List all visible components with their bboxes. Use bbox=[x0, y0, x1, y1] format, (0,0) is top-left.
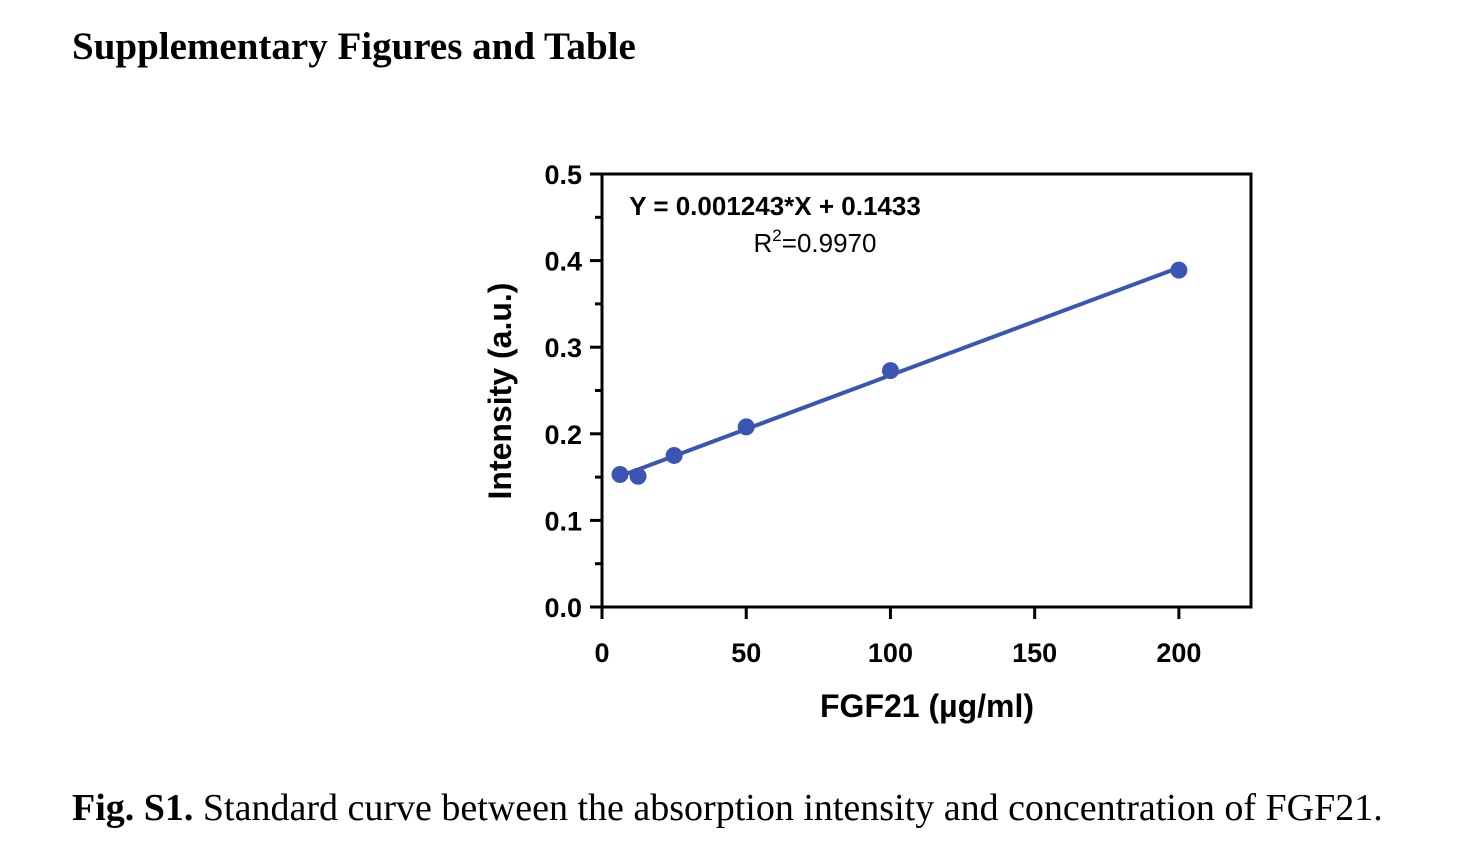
axes-layer bbox=[600, 172, 1253, 609]
y-axis-label: Intensity (a.u.) bbox=[482, 283, 518, 500]
y-tick-label: 0.3 bbox=[544, 333, 582, 363]
data-point bbox=[665, 446, 683, 464]
caption-label: Fig. S1. bbox=[72, 787, 194, 829]
ticks-layer: 0.0 0.1 0.2 0.3 0.4 0.5 0 50 100 150 200 bbox=[544, 160, 1201, 668]
y-tick-label: 0.2 bbox=[544, 420, 582, 450]
r2-value: =0.9970 bbox=[782, 228, 877, 258]
y-tick-label: 0.5 bbox=[544, 160, 582, 190]
data-point bbox=[737, 418, 755, 436]
data-point bbox=[629, 467, 647, 485]
plot-frame bbox=[600, 172, 1253, 609]
fit-equation: Y = 0.001243*X + 0.1433 bbox=[629, 191, 921, 221]
regression-line bbox=[618, 265, 1181, 479]
x-tick-label: 150 bbox=[1012, 638, 1057, 668]
x-tick-label: 50 bbox=[731, 638, 761, 668]
x-axis-label: FGF21 (µg/ml) bbox=[820, 688, 1034, 724]
fit-layer bbox=[618, 265, 1181, 479]
r2-superscript: 2 bbox=[772, 226, 781, 245]
x-tick-label: 200 bbox=[1156, 638, 1201, 668]
page-heading: Supplementary Figures and Table bbox=[72, 25, 636, 68]
r2-prefix: R bbox=[754, 228, 773, 258]
y-tick-label: 0.1 bbox=[544, 506, 582, 536]
x-tick-label: 0 bbox=[594, 638, 609, 668]
y-tick-label: 0.4 bbox=[544, 247, 582, 277]
y-tick-label: 0.0 bbox=[544, 593, 582, 623]
standard-curve-chart: 0.0 0.1 0.2 0.3 0.4 0.5 0 50 100 150 200 Y = 0.001… bbox=[482, 160, 1253, 724]
data-point bbox=[1170, 261, 1188, 279]
fit-r-squared: R2=0.9970 bbox=[754, 226, 877, 258]
x-tick-label: 100 bbox=[868, 638, 913, 668]
data-point bbox=[881, 362, 899, 380]
caption-text: Standard curve between the absorption in… bbox=[193, 787, 1383, 829]
data-point bbox=[611, 466, 629, 484]
points-layer bbox=[611, 261, 1188, 485]
figure-caption: Fig. S1. Standard curve between the abso… bbox=[72, 786, 1383, 830]
